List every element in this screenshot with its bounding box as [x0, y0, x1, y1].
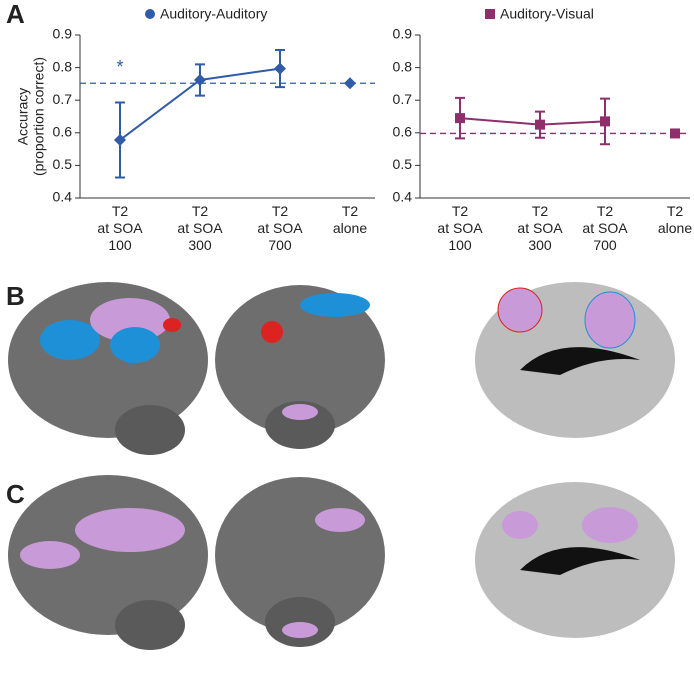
activation — [75, 508, 185, 552]
y-axis-label: (proportion correct) — [31, 57, 47, 176]
y-tick-label: 0.5 — [393, 156, 413, 172]
activation — [497, 287, 543, 333]
y-tick-label: 0.9 — [393, 26, 413, 42]
y-tick-label: 0.5 — [53, 156, 73, 172]
activation — [261, 321, 283, 343]
brain — [215, 285, 385, 435]
activation — [20, 541, 80, 569]
marker — [274, 62, 286, 75]
x-tick-label: T2 at SOA 100 — [437, 203, 483, 253]
activation — [582, 507, 638, 543]
marker — [485, 9, 495, 19]
y-tick-label: 0.4 — [393, 189, 413, 205]
brain — [115, 600, 185, 650]
y-tick-label: 0.8 — [53, 58, 73, 74]
marker — [535, 119, 545, 130]
activation — [502, 511, 538, 539]
y-axis-label: Accuracy — [15, 88, 31, 146]
activation — [40, 320, 100, 360]
y-tick-label: 0.4 — [53, 189, 73, 205]
x-tick-label: T2 at SOA 100 — [97, 203, 143, 253]
x-tick-label: T2 alone — [658, 203, 692, 236]
annotation: * — [116, 57, 123, 77]
y-tick-label: 0.7 — [393, 91, 413, 107]
brain-images — [8, 282, 675, 650]
marker — [455, 113, 465, 124]
activation — [584, 291, 636, 349]
ventricle — [520, 347, 640, 375]
ventricle — [520, 547, 640, 575]
panel-label: B — [6, 281, 25, 311]
marker — [194, 73, 206, 86]
panel-label: C — [6, 479, 25, 509]
x-tick-label: T2 alone — [333, 203, 367, 236]
marker — [600, 116, 610, 127]
y-tick-label: 0.9 — [53, 26, 73, 42]
marker — [344, 77, 356, 90]
marker — [145, 9, 155, 19]
activation — [110, 327, 160, 363]
activation — [163, 318, 181, 332]
y-tick-label: 0.6 — [393, 124, 413, 140]
y-tick-label: 0.6 — [53, 124, 73, 140]
marker — [670, 128, 680, 139]
series-line — [459, 117, 606, 126]
marker — [114, 133, 126, 146]
activation — [282, 622, 318, 638]
legend-label: Auditory-Auditory — [160, 6, 267, 22]
y-tick-label: 0.8 — [393, 58, 413, 74]
x-tick-label: T2 at SOA 300 — [177, 203, 223, 253]
y-tick-label: 0.7 — [53, 91, 73, 107]
activation — [300, 293, 370, 317]
activation — [315, 508, 365, 532]
x-tick-label: T2 at SOA 700 — [257, 203, 303, 253]
x-tick-label: T2 at SOA 700 — [582, 203, 628, 253]
x-tick-label: T2 at SOA 300 — [517, 203, 563, 253]
legend-label: Auditory-Visual — [500, 6, 594, 22]
panel-label: A — [6, 0, 25, 29]
brain — [115, 405, 185, 455]
activation — [282, 404, 318, 420]
